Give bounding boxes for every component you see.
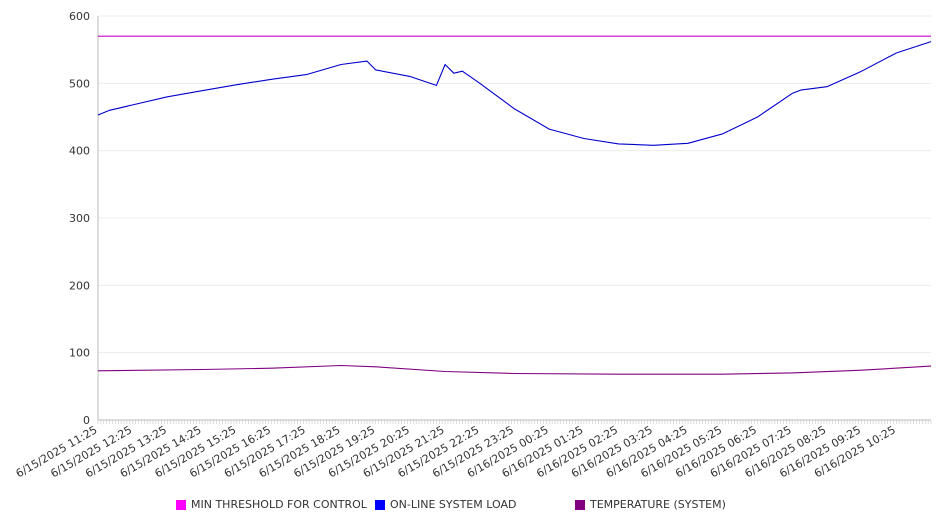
legend-label-temperature: TEMPERATURE (SYSTEM) [590,498,726,511]
y-tick-label: 400 [69,145,90,158]
y-tick-label: 100 [69,347,90,360]
legend-swatch-temperature [575,499,585,510]
legend-swatch-min-threshold [176,499,186,510]
legend-item-system-load[interactable]: ON-LINE SYSTEM LOAD [375,498,516,511]
legend-item-temperature[interactable]: TEMPERATURE (SYSTEM) [575,498,726,511]
y-tick-label: 600 [69,10,90,23]
y-tick-labels: 0 100 200 300 400 500 600 [69,10,90,427]
chart-legend: MIN THRESHOLD FOR CONTROL ON-LINE SYSTEM… [0,498,946,514]
y-tick-label: 300 [69,212,90,225]
legend-label-min-threshold: MIN THRESHOLD FOR CONTROL [191,498,367,511]
legend-item-min-threshold[interactable]: MIN THRESHOLD FOR CONTROL [176,498,367,511]
gridlines [98,15,931,354]
y-tick-label: 200 [69,279,90,292]
y-tick-label: 0 [83,414,90,427]
series-line-on-line-system-load [97,41,932,146]
series-lines [97,35,932,375]
legend-label-system-load: ON-LINE SYSTEM LOAD [390,498,517,511]
x-tick-labels: 6/15/2025 11:256/15/2025 12:256/15/2025 … [14,423,898,480]
y-tick-label: 500 [69,77,90,90]
series-line-temperature-system [97,364,932,375]
legend-swatch-system-load [375,499,385,510]
axes [97,16,932,424]
